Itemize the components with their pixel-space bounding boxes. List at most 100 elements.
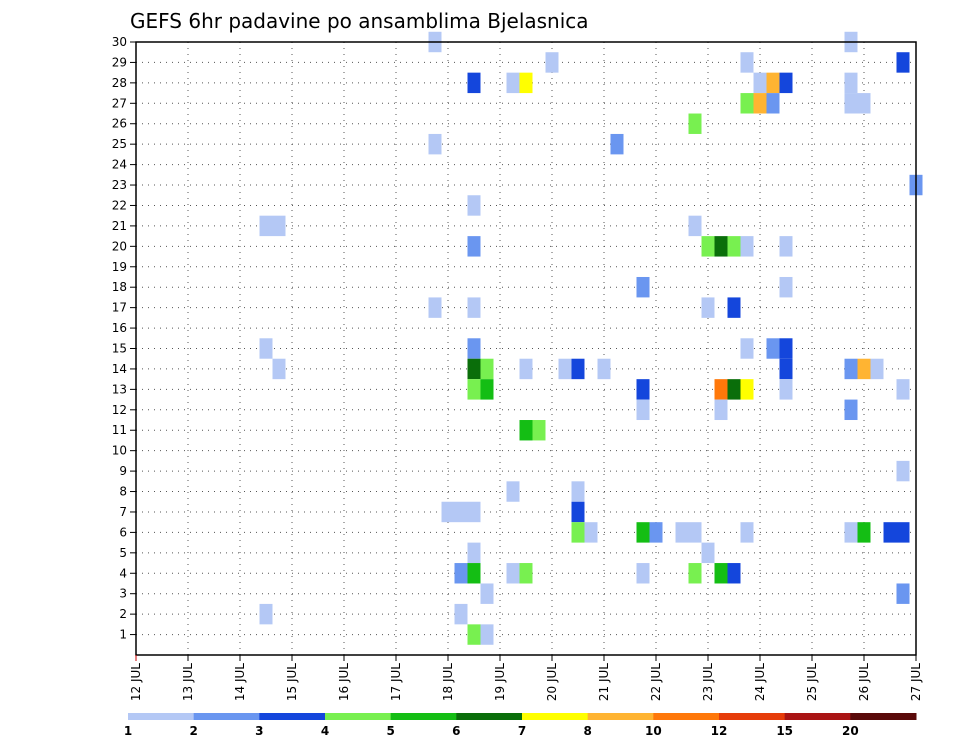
- colorbar-swatch: [653, 713, 720, 720]
- precip-cell: [441, 501, 455, 523]
- y-tick-label: 22: [112, 198, 127, 212]
- precip-cell: [506, 563, 520, 584]
- colorbar-label: 3: [255, 724, 263, 738]
- precip-cell: [688, 113, 702, 134]
- y-tick-label: 19: [112, 260, 127, 274]
- precip-cell: [467, 563, 481, 584]
- precip-cell: [701, 297, 715, 318]
- colorbar-swatch: [128, 713, 195, 720]
- y-tick-label: 4: [119, 566, 127, 580]
- y-tick-label: 17: [112, 301, 127, 315]
- precip-cell: [467, 501, 481, 523]
- x-tick-label: 24 JUL: [753, 663, 767, 701]
- precip-cell: [779, 379, 793, 400]
- precip-cell: [766, 93, 780, 114]
- precip-cell: [467, 379, 481, 400]
- x-tick-label: 15 JUL: [285, 663, 299, 701]
- precip-cell: [259, 603, 273, 625]
- y-tick-label: 13: [112, 382, 127, 396]
- x-tick-label: 22 JUL: [649, 663, 663, 701]
- precip-cell: [844, 522, 858, 543]
- x-tick-label: 25 JUL: [805, 663, 819, 701]
- colorbar-label: 7: [518, 724, 526, 738]
- precip-cell: [610, 133, 624, 155]
- precip-cell: [896, 522, 910, 543]
- y-tick-label: 23: [112, 178, 127, 192]
- precip-cell: [454, 501, 468, 523]
- colorbar-swatch: [719, 713, 786, 720]
- precip-cell: [506, 72, 520, 94]
- precip-cell: [740, 52, 754, 73]
- precip-cell: [259, 215, 273, 237]
- y-tick-label: 1: [119, 628, 127, 642]
- precip-cell: [896, 379, 910, 400]
- colorbar-label: 2: [189, 724, 197, 738]
- y-tick-label: 3: [119, 587, 127, 601]
- precip-cell: [467, 72, 481, 94]
- y-tick-label: 24: [112, 158, 127, 172]
- y-tick-label: 5: [119, 546, 127, 560]
- precip-cell: [636, 522, 650, 543]
- y-tick-label: 7: [119, 505, 127, 519]
- precip-cell: [844, 358, 858, 380]
- y-tick-label: 9: [119, 464, 127, 478]
- colorbar-swatch: [390, 713, 457, 720]
- precip-cell: [636, 563, 650, 584]
- precip-cell: [519, 358, 533, 380]
- precip-cell: [883, 522, 897, 543]
- precip-cell: [571, 501, 585, 523]
- precip-cell: [519, 72, 533, 94]
- colorbar-label: 1: [124, 724, 132, 738]
- x-tick-label: 19 JUL: [493, 663, 507, 701]
- precip-cell: [688, 522, 702, 543]
- colorbar-label: 6: [452, 724, 460, 738]
- precip-cell: [766, 338, 780, 359]
- precip-cell: [467, 542, 481, 564]
- colorbar-label: 10: [645, 724, 662, 738]
- colorbar-swatch: [193, 713, 260, 720]
- precip-cell: [701, 542, 715, 564]
- y-tick-label: 6: [119, 525, 127, 539]
- colorbar-swatch: [784, 713, 851, 720]
- y-tick-label: 30: [112, 35, 127, 49]
- precip-cell: [844, 399, 858, 421]
- x-tick-label: 14 JUL: [233, 663, 247, 701]
- precip-cell: [597, 358, 611, 380]
- precip-cell: [467, 358, 481, 380]
- precip-cell: [779, 358, 793, 380]
- y-tick-label: 8: [119, 485, 127, 499]
- precip-cell: [857, 358, 871, 380]
- precip-cell: [584, 522, 598, 543]
- precip-cell: [766, 72, 780, 94]
- precip-cell: [506, 481, 520, 502]
- x-tick-label: 16 JUL: [337, 663, 351, 701]
- y-tick-label: 10: [112, 444, 127, 458]
- colorbar-label: 12: [711, 724, 728, 738]
- precip-cell: [571, 481, 585, 502]
- colorbar-swatch: [259, 713, 326, 720]
- precip-cell: [571, 522, 585, 543]
- precip-cell: [428, 133, 442, 155]
- precip-cell: [688, 563, 702, 584]
- x-tick-label: 18 JUL: [441, 663, 455, 701]
- precip-cell: [753, 72, 767, 94]
- precip-cell: [740, 522, 754, 543]
- colorbar-swatch: [325, 713, 392, 720]
- precip-cell: [688, 215, 702, 237]
- precip-cell: [259, 338, 273, 359]
- precip-cell: [740, 93, 754, 114]
- precip-cell: [480, 379, 494, 400]
- precip-cell: [467, 195, 481, 216]
- precip-cell: [727, 236, 741, 257]
- precip-cell: [714, 563, 728, 584]
- precip-cell: [272, 358, 286, 380]
- precip-cell: [714, 379, 728, 400]
- colorbar-label: 8: [583, 724, 591, 738]
- colorbar: 1 2 3 4 5 6 7 8 10 12 15 20: [124, 713, 917, 738]
- precip-cell: [558, 358, 572, 380]
- y-tick-label: 28: [112, 76, 127, 90]
- y-tick-label: 2: [119, 607, 127, 621]
- data-cells: [259, 31, 923, 645]
